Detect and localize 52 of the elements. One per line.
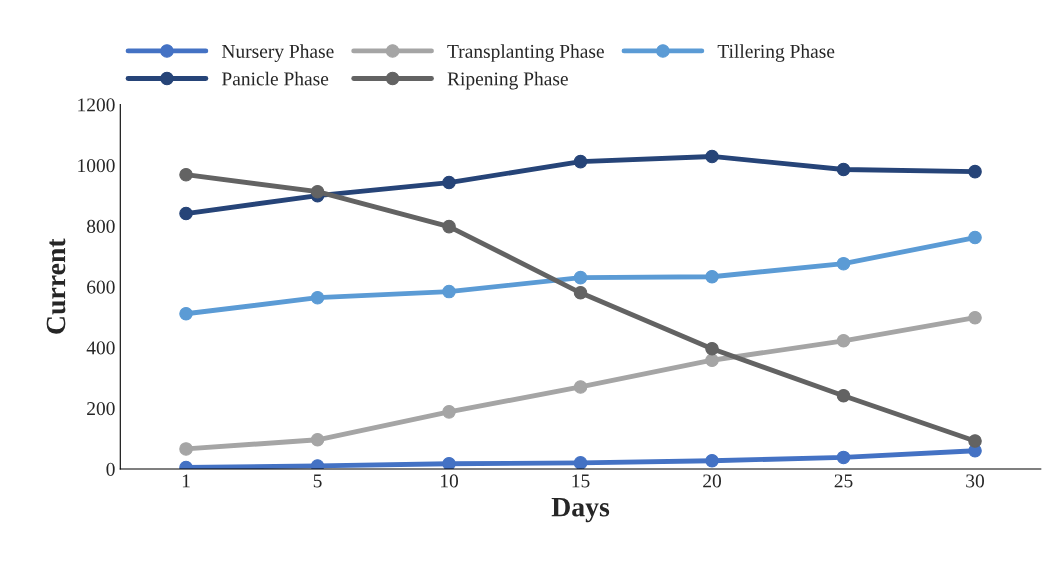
y-tick-label: 0: [106, 462, 115, 476]
y-tick-label: 600: [87, 280, 115, 294]
point: [836, 388, 851, 403]
point: [442, 175, 456, 190]
point: [705, 149, 719, 164]
y-tick-label: 400: [86, 341, 115, 355]
point: [705, 341, 719, 356]
point: [573, 380, 588, 394]
point: [836, 334, 851, 348]
y-tick-label: 800: [87, 219, 115, 233]
x-tick-label: 1: [182, 474, 190, 488]
point: [310, 184, 325, 199]
point: [968, 164, 982, 179]
point: [573, 286, 588, 300]
point: [573, 154, 588, 169]
point: [442, 219, 456, 234]
point: [573, 456, 588, 469]
point: [968, 230, 982, 245]
point: [968, 310, 982, 325]
point: [310, 433, 325, 447]
point: [310, 290, 325, 305]
point: [179, 167, 193, 182]
point: [836, 450, 851, 465]
y-tick-label: 1000: [78, 159, 115, 173]
point: [442, 284, 456, 299]
point: [179, 442, 193, 456]
legend-label: Ripening Phase: [447, 71, 568, 90]
point: [442, 405, 456, 419]
y-axis-title: Current: [46, 238, 66, 334]
point: [836, 162, 851, 177]
point: [705, 269, 719, 284]
point: [179, 307, 193, 321]
point: [705, 353, 719, 367]
point: [179, 206, 193, 221]
x-tick-label: 10: [441, 474, 459, 488]
legend-label: Panicle Phase: [221, 71, 329, 86]
x-tick-label: 20: [703, 474, 722, 488]
x-tick-label: 15: [572, 474, 590, 488]
x-axis-title: Days: [551, 498, 610, 523]
legend-label: Tillering Phase: [717, 44, 835, 62]
point: [573, 270, 588, 285]
point: [836, 256, 851, 271]
y-tick-label: 1200: [78, 98, 115, 112]
legend-label: Nursery Phase: [221, 44, 334, 62]
point: [705, 453, 719, 468]
point: [442, 457, 456, 469]
x-tick-label: 30: [966, 474, 984, 488]
x-tick-label: 5: [313, 474, 322, 488]
point: [968, 434, 982, 448]
y-tick-label: 200: [87, 402, 115, 416]
x-tick-label: 25: [834, 474, 853, 488]
legend-label: Transplanting Phase: [447, 44, 604, 62]
